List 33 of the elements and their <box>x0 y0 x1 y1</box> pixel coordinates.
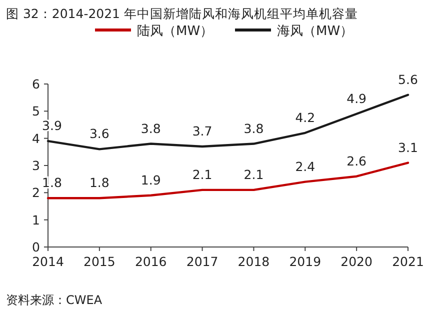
x-tick-label: 2018 <box>238 254 270 269</box>
data-label: 3.8 <box>140 120 161 136</box>
data-label: 3.6 <box>89 126 110 142</box>
data-label: 3.8 <box>244 120 264 136</box>
x-tick-label: 2014 <box>32 254 64 269</box>
x-tick-label: 2015 <box>84 254 116 269</box>
x-tick-label: 2019 <box>289 254 322 269</box>
data-label: 5.6 <box>398 72 418 87</box>
data-label: 3.1 <box>398 140 418 155</box>
y-tick-label: 5 <box>32 104 40 119</box>
y-tick-label: 4 <box>32 130 40 146</box>
y-tick-label: 6 <box>32 76 40 92</box>
y-tick-label: 0 <box>32 240 40 254</box>
x-tick-label: 2021 <box>392 254 424 269</box>
data-label: 1.9 <box>140 172 161 188</box>
data-label: 3.7 <box>192 123 212 138</box>
y-tick-label: 1 <box>32 212 40 228</box>
data-label: 2.1 <box>244 166 264 182</box>
data-label: 2.1 <box>192 166 212 182</box>
legend-label: 陆风（MW） <box>137 24 214 39</box>
legend-label: 海风（MW） <box>277 24 354 39</box>
y-tick-label: 2 <box>32 185 40 200</box>
data-label: 1.8 <box>89 175 110 190</box>
chart-title: 图 32：2014-2021 年中国新增陆风和海风机组平均单机容量 <box>6 6 358 21</box>
x-tick-label: 2020 <box>340 254 373 269</box>
x-tick-label: 2017 <box>186 254 218 269</box>
data-label: 2.6 <box>346 153 367 168</box>
y-tick-label: 3 <box>32 158 40 173</box>
data-label: 4.2 <box>295 110 316 125</box>
data-label: 2.4 <box>295 158 316 174</box>
data-label: 4.9 <box>346 90 367 106</box>
x-tick-label: 2016 <box>134 254 167 269</box>
text: 资料来源：CWEA <box>6 293 103 307</box>
